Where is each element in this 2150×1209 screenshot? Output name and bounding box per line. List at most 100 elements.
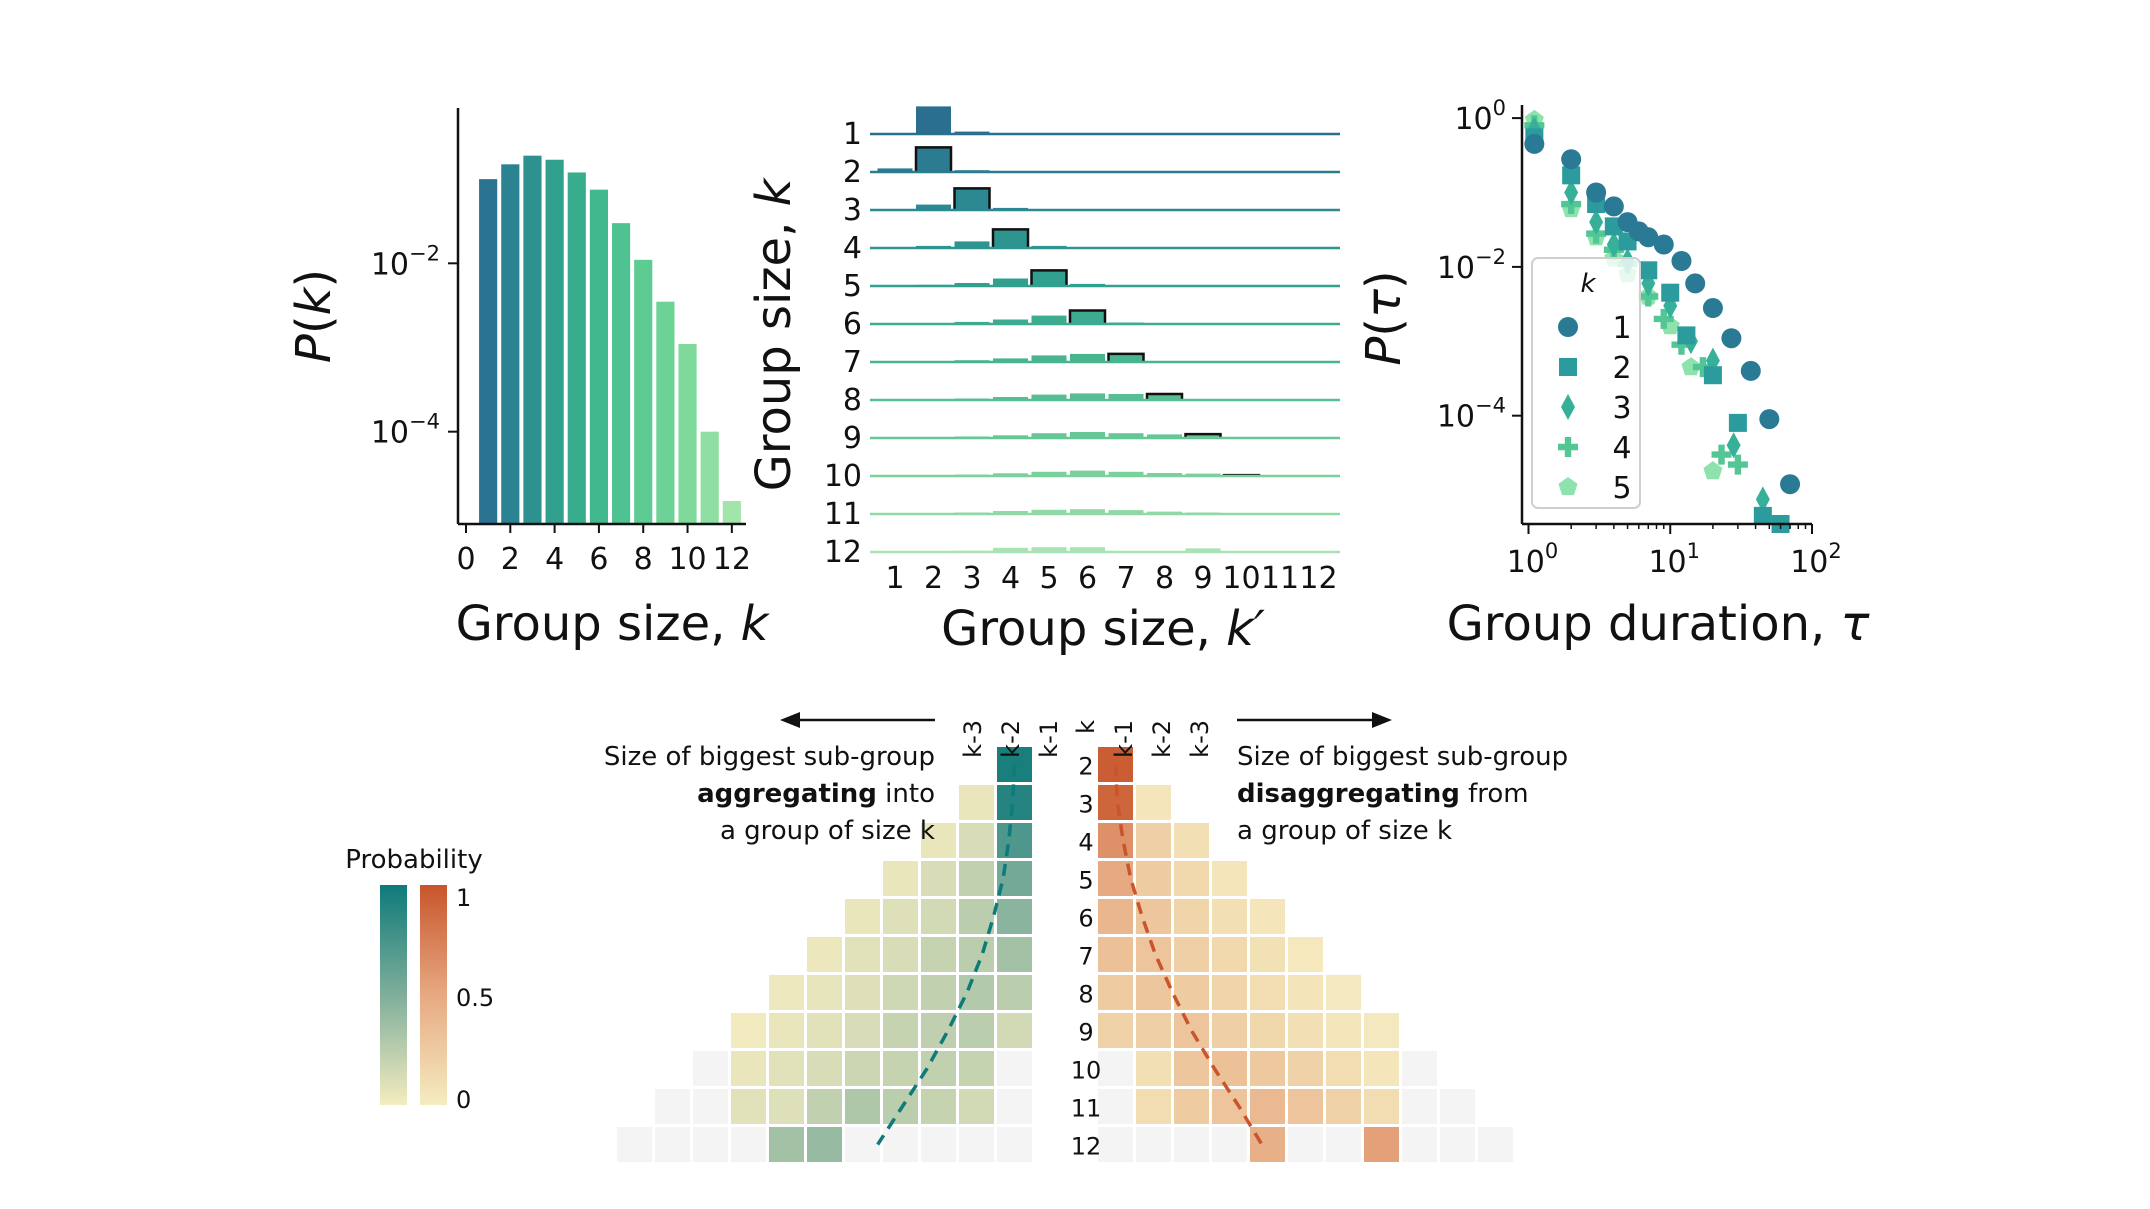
- aggregate-cell: [807, 1013, 842, 1048]
- disaggregate-cell: [1174, 861, 1209, 896]
- aggregate-cell: [959, 823, 994, 858]
- tau-point-k4: [1711, 444, 1732, 465]
- tau-legend-marker: [1558, 437, 1579, 457]
- ridge-bar: [877, 168, 913, 172]
- ridge-y-tick-label: 5: [843, 269, 862, 304]
- ridge-bar: [954, 283, 990, 286]
- aggregate-cell: [883, 899, 918, 934]
- ridge-bar: [916, 147, 951, 172]
- aggregate-cell: [959, 1089, 994, 1124]
- ridge-bar: [993, 319, 1028, 324]
- pk-x-tick-label: 4: [545, 542, 564, 577]
- ridge-y-tick-label: 12: [824, 535, 862, 570]
- disaggregate-cell: [1136, 861, 1171, 896]
- disaggregate-cell: [1364, 1051, 1399, 1086]
- aggregate-cell: [807, 975, 842, 1010]
- pk-x-tick-label: 8: [634, 542, 653, 577]
- pk-bar: [656, 301, 675, 524]
- ridge-x-label: Group size, k′: [941, 601, 1265, 657]
- ridge-x-tick-label: 12: [1299, 561, 1337, 596]
- aggregate-cell: [997, 1127, 1032, 1162]
- tau-legend-label: 4: [1612, 431, 1631, 466]
- disaggregate-cell: [1250, 1051, 1285, 1086]
- tau-point-k1: [1638, 227, 1659, 248]
- disaggregate-cell: [1250, 937, 1285, 972]
- triangle-row-label: 11: [1071, 1095, 1102, 1123]
- ridge-bar: [1147, 473, 1182, 476]
- tau-point-k5: [1703, 461, 1723, 480]
- ridge-bar: [1031, 315, 1067, 324]
- disaggregate-cell: [1136, 899, 1171, 934]
- aggregate-cell: [959, 975, 994, 1010]
- aggregate-cell: [883, 1051, 918, 1086]
- aggregate-cell: [845, 937, 880, 972]
- aggregate-cell: [655, 1089, 690, 1124]
- aggregate-cell: [997, 1089, 1032, 1124]
- aggregate-cell: [731, 1089, 766, 1124]
- aggregate-cell: [921, 1127, 956, 1162]
- aggregate-cell: [883, 1013, 918, 1048]
- pk-bar: [634, 259, 653, 524]
- pk-x-tick-label: 0: [456, 542, 475, 577]
- ridge-bar: [993, 358, 1028, 362]
- disaggregate-cell: [1212, 1127, 1247, 1162]
- aggregate-cell: [693, 1089, 728, 1124]
- ridge-y-tick-label: 9: [843, 421, 862, 456]
- disaggregate-cell: [1212, 861, 1247, 896]
- ridge-y-tick-label: 11: [824, 497, 862, 532]
- tau-point-k2: [1661, 283, 1680, 302]
- tau-point-k2: [1639, 261, 1658, 280]
- ridge-diagonal-outline: [1030, 269, 1068, 286]
- tau-point-k4: [1653, 308, 1674, 329]
- colorbar-right: [420, 885, 447, 1105]
- pk-bar: [567, 172, 586, 524]
- ridge-bar: [1108, 433, 1144, 438]
- aggregate-cell: [769, 1127, 804, 1162]
- disaggregate-cell: [1212, 975, 1247, 1010]
- tau-point-k1: [1586, 182, 1607, 203]
- disaggregate-cell: [1136, 975, 1171, 1010]
- aggregate-cell: [959, 861, 994, 896]
- aggregate-cell: [921, 899, 956, 934]
- disaggregate-cell: [1098, 1051, 1133, 1086]
- tau-point-k2: [1703, 366, 1722, 385]
- tau-point-k2: [1562, 166, 1581, 185]
- tau-point-k1: [1780, 474, 1801, 495]
- tau-legend-marker: [1559, 358, 1577, 376]
- pk-bar: [545, 159, 564, 524]
- aggregate-cell: [845, 1013, 880, 1048]
- triangle-row-label: 9: [1078, 1019, 1093, 1047]
- disaggregate-cell: [1136, 785, 1171, 820]
- disaggregate-cell: [1098, 1089, 1133, 1124]
- disaggregate-cell: [1174, 1127, 1209, 1162]
- triangle-column-label: k-2: [1148, 720, 1176, 758]
- aggregate-cell: [997, 899, 1032, 934]
- ridge-bar: [1031, 355, 1067, 362]
- aggregate-cell: [693, 1127, 728, 1162]
- pk-bar: [700, 431, 719, 524]
- disaggregate-cell: [1136, 1051, 1171, 1086]
- ridge-bar: [1108, 353, 1144, 362]
- ridge-bar: [1185, 434, 1221, 438]
- disaggregate-title-line3: a group of size k: [1237, 816, 1452, 846]
- disaggregate-cell: [1288, 1013, 1323, 1048]
- tau-point-k3: [1589, 209, 1604, 236]
- pk-bar: [501, 164, 520, 525]
- arrow-right-head: [1372, 712, 1392, 728]
- disaggregate-cell: [1326, 1051, 1361, 1086]
- pk-x-tick-label: 12: [713, 542, 751, 577]
- tau-legend-marker: [1561, 394, 1575, 420]
- disaggregate-cell: [1136, 937, 1171, 972]
- ridge-y-tick-label: 2: [843, 155, 862, 190]
- aggregate-cell: [997, 823, 1032, 858]
- triangle-row-label: 3: [1078, 791, 1093, 819]
- aggregate-cell: [845, 1127, 880, 1162]
- disaggregate-cell: [1174, 823, 1209, 858]
- aggregate-cell: [807, 937, 842, 972]
- tau-y-label: P(τ): [1356, 270, 1412, 365]
- pk-bar: [589, 189, 609, 524]
- tau-legend: k1 2 3 4 5: [1531, 257, 1641, 509]
- tau-y-tick-label: 10−4: [1437, 394, 1506, 435]
- disaggregate-cell: [1402, 1051, 1437, 1086]
